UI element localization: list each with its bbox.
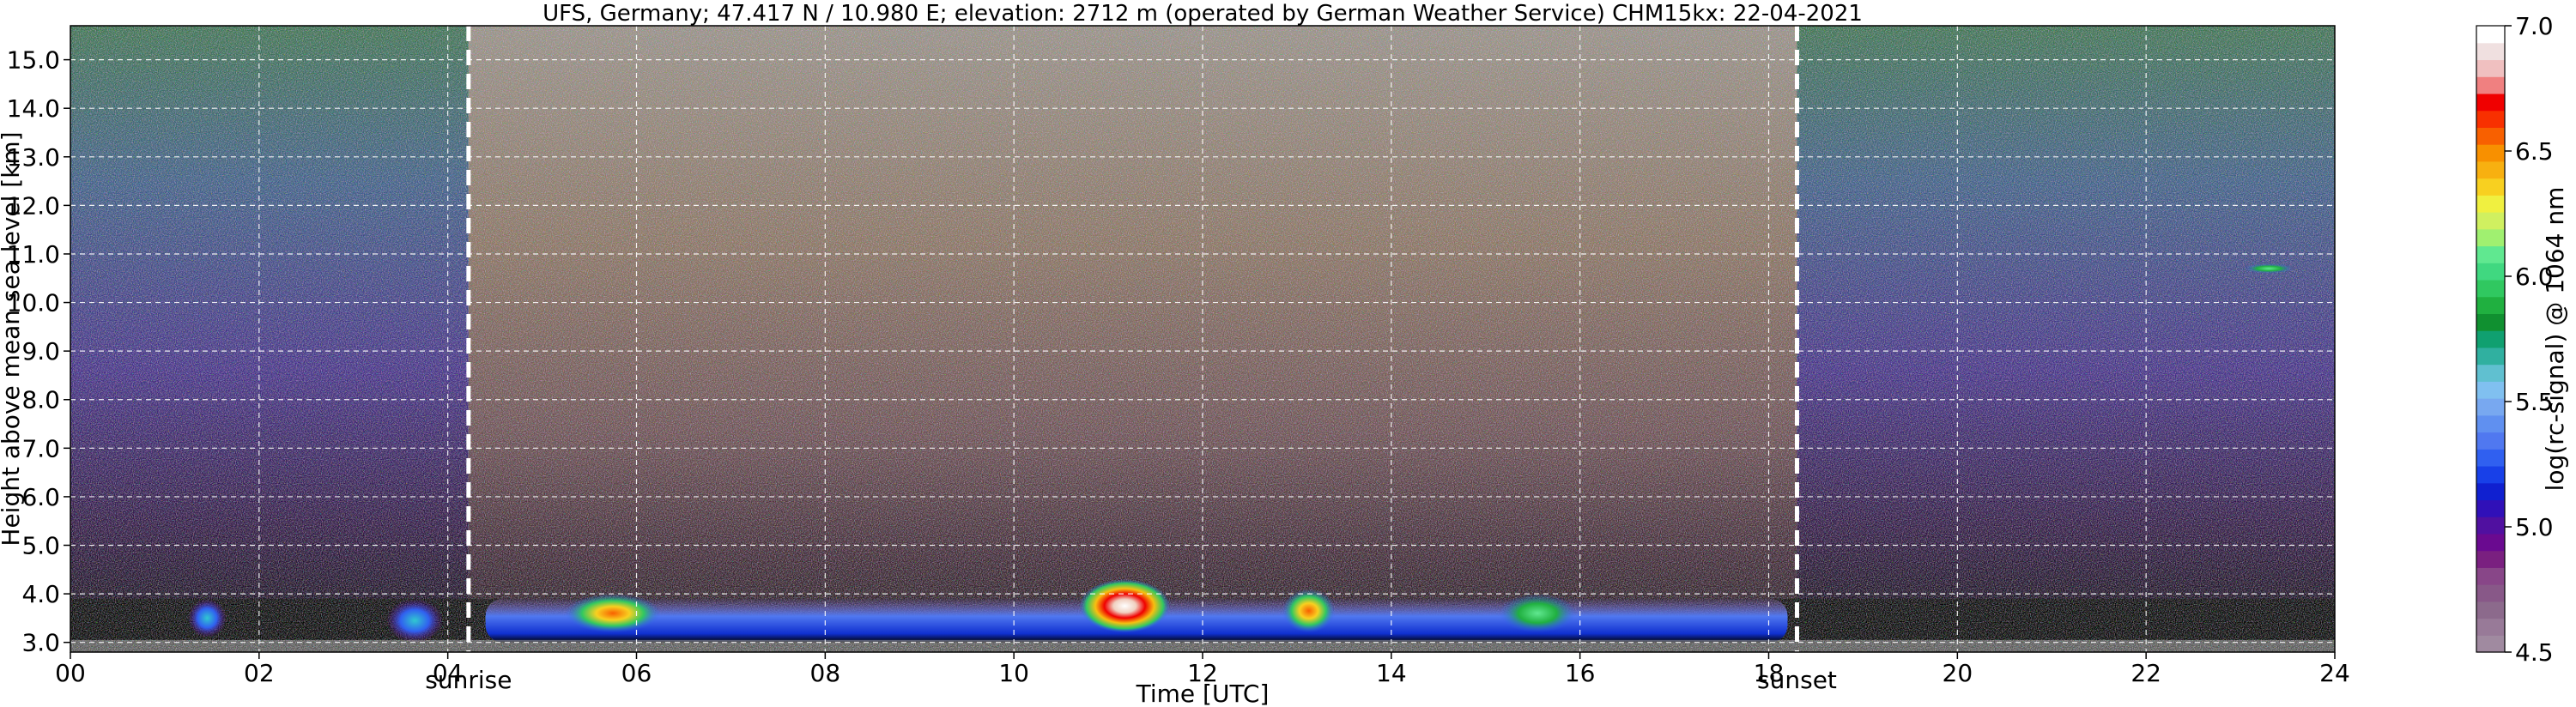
feature-cloud-6: [385, 598, 444, 643]
x-tick-label-3: 06: [621, 659, 652, 687]
colorbar-frame: [2476, 25, 2506, 653]
colorbar-swatch-3: [2476, 584, 2505, 602]
feature-cloud-2: [1282, 589, 1336, 633]
x-tick-label-6: 12: [1187, 659, 1218, 687]
y-tick-label-11: 14.0: [7, 94, 60, 123]
colorbar-swatch-11: [2476, 449, 2505, 467]
feature-cloud-1: [1079, 579, 1171, 633]
colorbar-swatch-21: [2476, 279, 2505, 298]
y-axis: 3.0 4.0 5.0 6.0 7.0 8.0 9.0 10.0 11.0 12.0 13.0 14.…: [7, 46, 70, 657]
y-tick-label-10: 13.0: [7, 143, 60, 172]
y-tick-label-7: 10.0: [7, 289, 60, 317]
x-tick-label-8: 16: [1565, 659, 1596, 687]
colorbar-swatch-18: [2476, 330, 2505, 348]
colorbar-swatch-28: [2476, 160, 2505, 179]
colorbar-label: log(rc-signal) @ 1064 nm: [2541, 187, 2569, 492]
y-tick-label-12: 15.0: [7, 46, 60, 75]
x-tick-label-12: 24: [2319, 659, 2350, 687]
feature-cloud-5: [187, 598, 227, 638]
x-tick-label-4: 08: [810, 659, 841, 687]
annotation-layer: sunrise sunset: [425, 26, 1837, 694]
x-tick-label-11: 22: [2131, 659, 2161, 687]
colorbar-swatch-20: [2476, 296, 2505, 315]
x-tick-label-5: 10: [998, 659, 1029, 687]
colorbar-swatch-25: [2476, 212, 2505, 230]
x-tick-label-7: 14: [1376, 659, 1407, 687]
colorbar-swatch-17: [2476, 347, 2505, 366]
colorbar-swatch-2: [2476, 601, 2505, 619]
grid-layer: [70, 26, 2335, 652]
x-tick-label-0: 00: [55, 659, 86, 687]
feature-cloud-4: [1499, 594, 1576, 633]
colorbar-swatch-19: [2476, 313, 2505, 331]
colorbar-swatch-9: [2476, 482, 2505, 501]
colorbar-tick-label-2: 5.5: [2515, 388, 2554, 416]
y-tick-label-3: 6.0: [21, 483, 60, 511]
colorbar: 4.5 5.0 5.5 6.0 6.5 7.0: [2476, 12, 2554, 667]
y-tick-label-8: 11.0: [7, 240, 60, 269]
colorbar-swatch-4: [2476, 567, 2505, 585]
colorbar-swatch-33: [2476, 76, 2505, 94]
colorbar-tick-label-4: 6.5: [2515, 137, 2554, 166]
colorbar-tick-label-1: 5.0: [2515, 513, 2554, 541]
colorbar-swatch-24: [2476, 228, 2505, 247]
y-tick-label-0: 3.0: [21, 629, 60, 657]
colorbar-swatch-26: [2476, 195, 2505, 213]
y-axis-label: Height above mean sea level [km]: [0, 131, 25, 546]
y-tick-label-4: 7.0: [21, 434, 60, 462]
colorbar-swatch-30: [2476, 127, 2505, 145]
colorbar-swatch-27: [2476, 178, 2505, 196]
x-axis-label: Time [UTC]: [1136, 680, 1270, 707]
x-axis: 00 02 04 06 08 10 12 14 16 18 20 22 24: [55, 652, 2350, 687]
x-tick-label-10: 20: [1943, 659, 1973, 687]
colorbar-swatch-8: [2476, 499, 2505, 517]
colorbar-tick-label-0: 4.5: [2515, 638, 2554, 667]
colorbar-swatch-32: [2476, 93, 2505, 112]
colorbar-swatch-7: [2476, 517, 2505, 535]
sunrise-label: sunrise: [425, 666, 512, 694]
x-tick-label-9: 18: [1754, 659, 1785, 687]
x-tick-label-1: 02: [244, 659, 275, 687]
colorbar-swatch-5: [2476, 550, 2505, 568]
colorbar-swatch-15: [2476, 381, 2505, 399]
colorbar-swatch-6: [2476, 533, 2505, 552]
colorbar-swatch-1: [2476, 618, 2505, 636]
colorbar-swatch-14: [2476, 398, 2505, 416]
colorbar-swatch-22: [2476, 263, 2505, 281]
colorbar-swatch-10: [2476, 465, 2505, 484]
feature-cloud-3: [565, 594, 661, 633]
colorbar-swatch-29: [2476, 144, 2505, 162]
colorbar-swatch-34: [2476, 59, 2505, 77]
y-tick-label-9: 12.0: [7, 191, 60, 220]
colorbar-swatch-0: [2476, 635, 2505, 653]
x-tick-label-2: 04: [433, 659, 464, 687]
colorbar-swatch-31: [2476, 110, 2505, 128]
sunset-label: sunset: [1757, 666, 1837, 694]
y-tick-label-5: 8.0: [21, 386, 60, 414]
colorbar-tick-label-3: 6.0: [2515, 263, 2554, 291]
colorbar-swatch-13: [2476, 414, 2505, 433]
colorbar-swatch-35: [2476, 42, 2505, 61]
y-tick-label-1: 4.0: [21, 580, 60, 608]
chart-title: UFS, Germany; 47.417 N / 10.980 E; eleva…: [542, 1, 1863, 27]
colorbar-swatch-16: [2476, 364, 2505, 382]
feature-thin_cloud-7: [2245, 263, 2294, 274]
colorbar-swatch-36: [2476, 26, 2505, 44]
colorbar-swatch-12: [2476, 432, 2505, 450]
colorbar-swatch-23: [2476, 245, 2505, 263]
colorbar-tick-label-5: 7.0: [2515, 12, 2554, 40]
y-tick-label-6: 9.0: [21, 337, 60, 366]
y-tick-label-2: 5.0: [21, 532, 60, 560]
